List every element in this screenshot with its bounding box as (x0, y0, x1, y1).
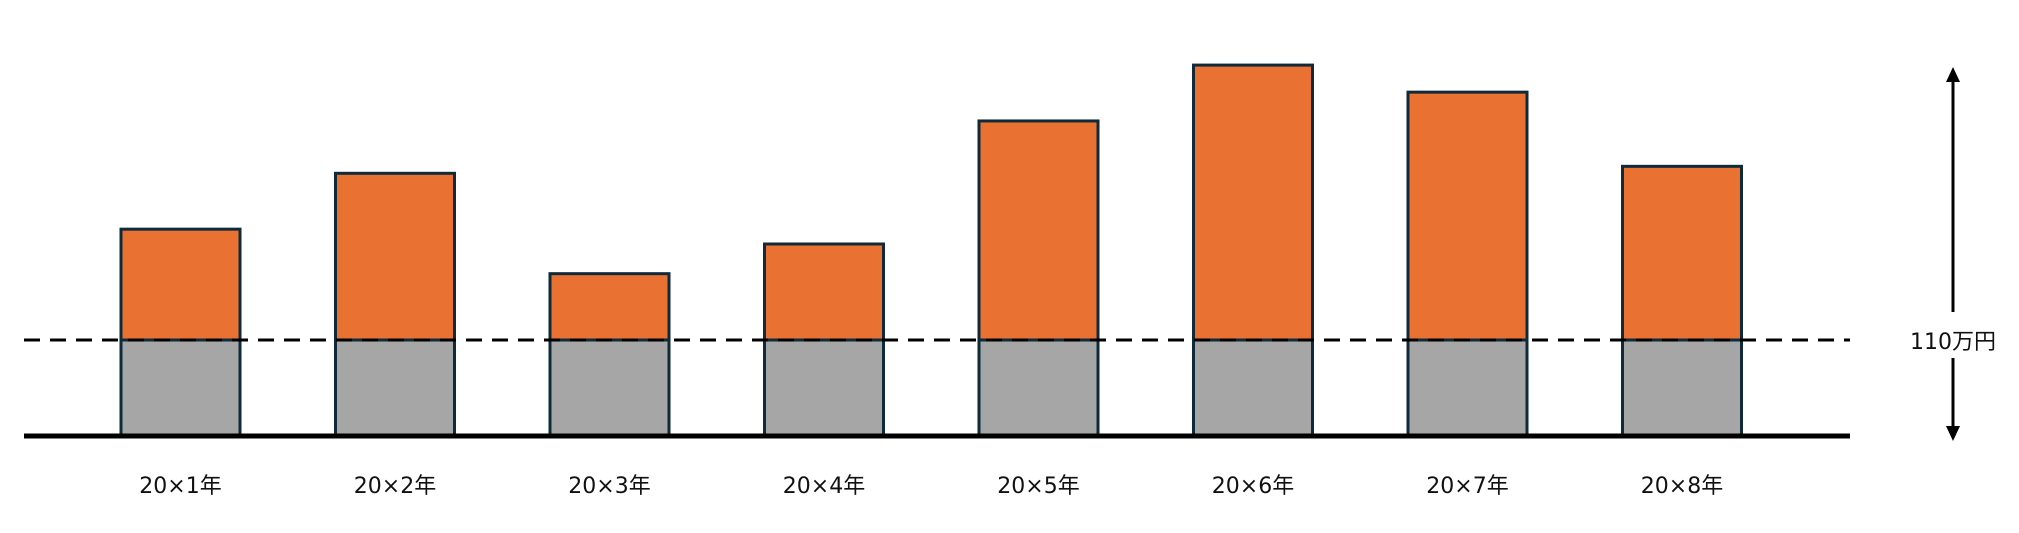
bar-base-segment (763, 338, 885, 438)
bar-excess-segment (1621, 164, 1743, 342)
category-labels: 20×1年 20×2年 20×3年 20×4年 20×5年 20×6年 20×7年 20×8年 (139, 474, 1723, 499)
category-label: 20×1年 (139, 474, 221, 499)
bar-base-segment (977, 338, 1100, 438)
bars (119, 63, 1743, 438)
category-label: 20×3年 (568, 474, 650, 499)
bar-excess-segment (1192, 63, 1314, 342)
bar-base-segment (1406, 338, 1529, 438)
reference-label: 110万円 (1910, 330, 1996, 355)
category-label: 20×2年 (354, 474, 436, 499)
bar-excess-segment (334, 171, 456, 342)
bar-excess-segment (763, 242, 885, 342)
category-label: 20×6年 (1212, 474, 1294, 499)
bar-base-segment (1621, 338, 1743, 438)
bar-excess-segment (548, 272, 671, 342)
bar-excess-segment (977, 119, 1100, 342)
arrow-up-head-icon (1946, 67, 1960, 82)
category-label: 20×5年 (997, 474, 1079, 499)
category-label: 20×8年 (1641, 474, 1723, 499)
bar-base-segment (548, 338, 671, 438)
bar-base-segment (334, 338, 456, 438)
reference-arrow: 110万円 (1910, 67, 1996, 441)
bar-excess-segment (1406, 90, 1529, 342)
category-label: 20×7年 (1426, 474, 1508, 499)
arrow-down-head-icon (1946, 426, 1960, 441)
category-label: 20×4年 (783, 474, 865, 499)
bar-base-segment (119, 338, 242, 438)
bar-excess-segment (119, 227, 242, 342)
bar-base-segment (1192, 338, 1314, 438)
